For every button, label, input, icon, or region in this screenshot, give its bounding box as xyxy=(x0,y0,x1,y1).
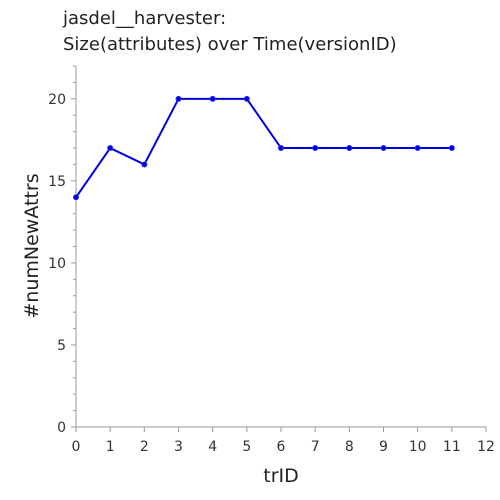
x-tick-label: 2 xyxy=(140,439,149,455)
data-point xyxy=(73,194,80,201)
x-tick-label: 8 xyxy=(345,439,354,455)
y-tick-label: 15 xyxy=(48,174,66,190)
data-point xyxy=(141,161,148,168)
y-axis-label: #numNewAttrs xyxy=(21,173,43,318)
x-tick-label: 10 xyxy=(409,439,427,455)
y-tick-label: 0 xyxy=(57,420,66,436)
x-tick-label: 1 xyxy=(106,439,115,455)
x-tick-label: 4 xyxy=(208,439,217,455)
y-tick-label: 20 xyxy=(48,92,66,108)
data-point xyxy=(277,145,284,152)
chart-title-line-2: Size(attributes) over Time(versionID) xyxy=(63,34,397,55)
data-point xyxy=(209,95,216,102)
series-line xyxy=(75,97,452,198)
x-tick-label: 9 xyxy=(379,439,388,455)
x-axis-label: trID xyxy=(263,465,299,487)
x-tick-label: 11 xyxy=(443,439,461,455)
y-tick-label: 10 xyxy=(48,256,66,272)
x-tick-label: 6 xyxy=(277,439,286,455)
data-point xyxy=(312,145,319,152)
data-point xyxy=(346,145,353,152)
data-point xyxy=(107,145,114,152)
data-point xyxy=(448,145,455,152)
y-tick-label: 5 xyxy=(57,338,66,354)
data-point xyxy=(380,145,387,152)
data-point xyxy=(414,145,421,152)
x-tick-label: 0 xyxy=(72,439,81,455)
series-layer xyxy=(73,95,455,201)
x-tick-label: 12 xyxy=(477,439,495,455)
x-tick-label: 7 xyxy=(311,439,320,455)
x-tick-label: 3 xyxy=(174,439,183,455)
chart-title-line-1: jasdel__harvester: xyxy=(62,8,226,29)
x-tick-label: 5 xyxy=(242,439,251,455)
data-point xyxy=(175,95,182,102)
data-point xyxy=(243,95,250,102)
